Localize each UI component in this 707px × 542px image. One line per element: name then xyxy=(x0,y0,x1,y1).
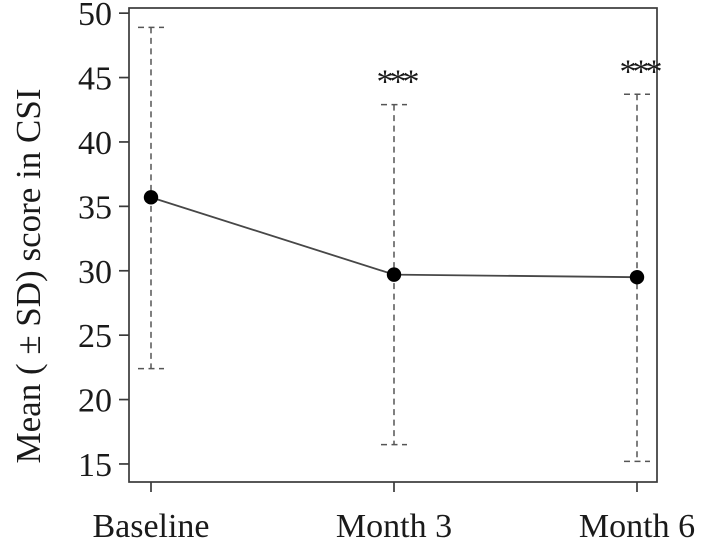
x-tick-label: Month 6 xyxy=(579,508,695,542)
significance-marker: *** xyxy=(377,64,419,101)
y-tick-label: 30 xyxy=(78,254,112,291)
x-tick-label: Baseline xyxy=(92,508,209,542)
plot-box xyxy=(128,7,658,483)
y-tick-label: 45 xyxy=(78,61,112,98)
data-point-mean xyxy=(386,267,402,282)
y-tick-label: 25 xyxy=(78,318,112,355)
significance-marker: *** xyxy=(620,53,662,90)
data-point-mean xyxy=(143,190,159,205)
data-point-mean xyxy=(629,270,645,285)
y-tick-label: 50 xyxy=(78,0,112,33)
y-tick-label: 15 xyxy=(78,447,112,484)
x-tick-label: Month 3 xyxy=(336,508,452,542)
y-tick-label: 35 xyxy=(78,189,112,226)
y-tick-label: 40 xyxy=(78,125,112,162)
y-tick-label: 20 xyxy=(78,383,112,420)
y-axis-title: Mean ( ± SD) score in CSI xyxy=(9,89,48,464)
